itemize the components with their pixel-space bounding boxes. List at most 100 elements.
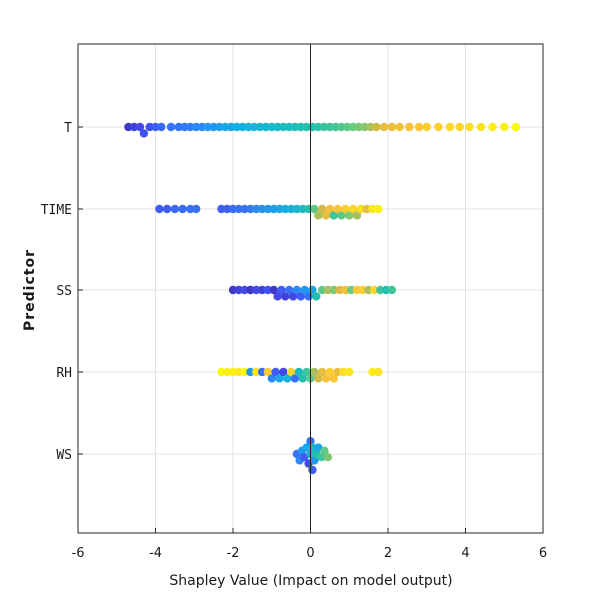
shap-point-time <box>246 204 255 214</box>
shap-point-time <box>325 204 335 214</box>
points-layer <box>124 122 521 475</box>
y-tick-label-ws: WS <box>56 448 72 463</box>
shap-point-t <box>354 122 364 132</box>
shap-point-t <box>445 122 455 132</box>
x-tick-label: 6 <box>539 546 547 561</box>
x-tick-label: -6 <box>72 546 85 561</box>
shap-point-time <box>275 204 284 214</box>
y-tick-label-rh: RH <box>56 366 72 381</box>
shap-point-rh <box>374 367 383 377</box>
shap-point-rh <box>317 367 327 377</box>
axes-layer <box>77 43 544 534</box>
shap-point-rh <box>223 367 232 377</box>
shap-point-time <box>292 204 302 214</box>
shap-point-ss <box>269 285 278 295</box>
shap-point-t <box>325 122 335 132</box>
shap-point-t <box>279 122 288 132</box>
shap-point-ss <box>234 285 243 295</box>
shap-point-t <box>500 122 509 132</box>
y-tick-label-time: TIME <box>41 203 72 218</box>
shap-point-t <box>261 122 271 132</box>
shap-point-rh <box>240 367 249 377</box>
shap-point-rh <box>271 367 280 377</box>
shap-point-rh <box>263 367 273 377</box>
shap-point-ss <box>292 285 302 295</box>
shap-point-ss <box>240 285 249 295</box>
shap-point-t <box>395 122 404 132</box>
shap-point-time <box>286 204 296 214</box>
shap-point-t <box>174 122 183 132</box>
y-tick-label-ss: SS <box>56 284 72 299</box>
shap-point-rh <box>325 367 335 377</box>
shap-point-rh <box>310 367 319 377</box>
shap-point-time <box>345 211 354 220</box>
plot-frame <box>77 43 544 534</box>
shap-point-time <box>269 204 278 214</box>
shap-point-t <box>215 122 224 132</box>
shap-point-rh <box>298 374 307 383</box>
shap-point-t <box>145 122 154 132</box>
shap-point-t <box>244 122 253 132</box>
shap-point-time <box>317 204 327 214</box>
shap-point-ws <box>300 453 309 462</box>
shap-point-t <box>476 122 486 132</box>
shap-point-time <box>298 204 307 214</box>
shap-point-t <box>130 122 139 132</box>
shap-point-ss <box>347 285 356 295</box>
shap-point-time <box>310 204 319 214</box>
shap-point-t <box>180 122 189 132</box>
shap-point-t <box>422 122 431 132</box>
shap-point-ws <box>314 443 323 452</box>
shap-point-t <box>250 122 259 132</box>
shap-point-rh <box>257 367 267 377</box>
shap-point-ss <box>246 285 255 295</box>
shap-point-ss <box>300 285 309 295</box>
shap-point-time <box>362 204 371 214</box>
x-tick-label: -4 <box>149 546 162 561</box>
shap-point-ws <box>302 443 311 452</box>
shap-point-rh <box>279 367 288 377</box>
shap-point-time <box>333 204 342 214</box>
shap-point-time <box>234 204 243 214</box>
shap-point-rh <box>275 374 284 383</box>
shap-point-t <box>414 122 424 132</box>
shap-point-time <box>356 204 366 214</box>
shap-point-t <box>343 122 352 132</box>
shap-point-time <box>321 211 331 220</box>
shap-point-t <box>192 122 201 132</box>
shap-point-t <box>387 122 397 132</box>
shap-point-t <box>314 122 323 132</box>
shap-point-time <box>348 204 358 214</box>
shap-point-time <box>186 204 195 214</box>
shap-point-rh <box>368 367 377 377</box>
shap-point-ss <box>370 285 379 295</box>
shap-point-time <box>252 204 261 214</box>
shap-point-time <box>368 204 377 214</box>
shap-point-rh <box>246 367 255 377</box>
x-tick-label: -2 <box>227 546 240 561</box>
shap-point-t <box>465 122 474 132</box>
labels-layer: Shapley Value (Impact on model output) P… <box>22 121 547 589</box>
shap-point-time <box>178 204 187 214</box>
shap-point-t <box>151 122 160 132</box>
shap-point-t <box>203 122 212 132</box>
shap-point-time <box>217 204 226 214</box>
shap-point-t <box>331 122 340 132</box>
shap-point-ss <box>352 285 362 295</box>
shap-point-ss <box>387 285 397 295</box>
shap-point-t <box>434 122 443 132</box>
shap-point-time <box>281 204 290 214</box>
shap-point-t <box>255 122 265 132</box>
shap-point-t <box>366 122 375 132</box>
shap-point-time <box>329 211 338 220</box>
shap-point-t <box>372 122 381 132</box>
shap-point-time <box>341 204 350 214</box>
shap-point-ss <box>288 292 298 301</box>
y-tick-label-t: T <box>64 121 72 136</box>
shap-point-t <box>186 122 195 132</box>
shap-point-ss <box>281 292 290 301</box>
shap-point-ss <box>252 285 261 295</box>
shap-point-time <box>314 211 323 220</box>
shap-point-t <box>166 122 176 132</box>
shap-point-ss <box>376 285 385 295</box>
